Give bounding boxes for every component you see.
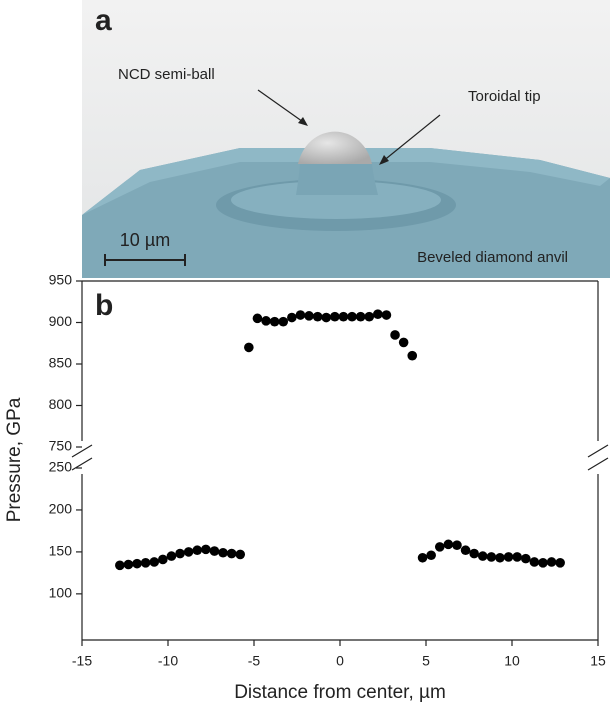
point — [304, 311, 314, 321]
arrow — [381, 114, 441, 163]
point — [347, 311, 357, 322]
point — [381, 310, 392, 320]
point — [192, 545, 203, 556]
point — [183, 547, 194, 557]
point — [529, 557, 540, 567]
x-tick-label: 0 — [336, 653, 344, 669]
point — [469, 548, 479, 559]
scale-label: 10 µm — [120, 230, 170, 250]
point — [140, 558, 151, 568]
point — [252, 313, 263, 324]
annotation: Beveled diamond anvil — [417, 249, 568, 266]
point — [426, 550, 436, 561]
point — [132, 558, 142, 569]
point — [312, 311, 323, 322]
point — [434, 542, 445, 552]
groove-inner — [231, 181, 441, 219]
point — [321, 312, 332, 323]
x-tick-label: 5 — [422, 653, 430, 669]
point — [269, 316, 280, 327]
y-tick-label: 950 — [49, 272, 73, 288]
point — [218, 547, 228, 558]
annotation: NCD semi-ball — [118, 66, 215, 83]
point — [520, 553, 531, 564]
point — [209, 546, 220, 556]
y-tick-label: 150 — [49, 543, 73, 559]
x-axis-label: Distance from center, µm — [234, 682, 446, 703]
y-tick-label: 750 — [49, 438, 73, 454]
point — [201, 544, 211, 555]
point — [495, 552, 505, 563]
point — [477, 551, 488, 561]
panel-label: a — [95, 4, 112, 37]
point — [166, 551, 177, 561]
point — [235, 549, 246, 560]
point — [373, 309, 383, 320]
point — [417, 552, 428, 563]
point — [546, 557, 557, 567]
point — [407, 350, 418, 361]
y-axis-label: Pressure, GPa — [4, 397, 25, 522]
point — [452, 540, 462, 550]
y-tick-label: 250 — [49, 459, 73, 475]
point — [486, 552, 497, 562]
y-tick-label: 100 — [49, 585, 73, 601]
axis-break — [587, 457, 609, 471]
point — [398, 337, 409, 348]
x-tick-label: 15 — [590, 653, 606, 669]
y-tick-label: 900 — [49, 313, 73, 329]
point — [538, 558, 548, 568]
x-tick-label: -5 — [248, 653, 261, 669]
point — [278, 316, 289, 327]
point — [287, 312, 297, 323]
point — [149, 557, 160, 567]
point — [555, 558, 565, 568]
point — [355, 311, 366, 322]
arrow — [257, 89, 307, 125]
point — [443, 539, 454, 550]
point — [115, 560, 125, 571]
point — [158, 554, 168, 565]
panel-b: b Distance from center, µm Pressure, GPa… — [4, 272, 609, 703]
point — [364, 311, 375, 322]
axis-break — [71, 444, 93, 458]
point — [244, 342, 254, 353]
point — [390, 330, 400, 340]
axis-break — [71, 457, 93, 471]
y-tick-label: 850 — [49, 355, 73, 371]
point — [460, 545, 471, 556]
anvil-bevel — [82, 148, 610, 215]
annotation: Toroidal tip — [468, 88, 541, 105]
point — [261, 316, 271, 326]
axis-break — [587, 444, 609, 458]
point — [123, 559, 134, 570]
panel-label: b — [95, 289, 113, 322]
x-tick-label: 10 — [504, 653, 520, 669]
arrowhead — [298, 117, 308, 126]
point — [226, 548, 237, 559]
x-tick-label: -15 — [72, 653, 92, 669]
y-tick-label: 200 — [49, 501, 73, 517]
toroidal-tip — [296, 162, 378, 195]
semi-ball — [298, 131, 372, 164]
point — [295, 310, 306, 320]
point — [503, 552, 514, 562]
x-tick-label: -10 — [158, 653, 178, 669]
point — [338, 311, 349, 322]
point — [512, 552, 522, 562]
arrowhead — [379, 155, 389, 165]
panel-a: a NCD semi-ball Toroidal tip 10 µm Bevel… — [82, 0, 610, 278]
y-tick-label: 800 — [49, 396, 73, 412]
point — [175, 548, 185, 559]
point — [330, 311, 340, 322]
